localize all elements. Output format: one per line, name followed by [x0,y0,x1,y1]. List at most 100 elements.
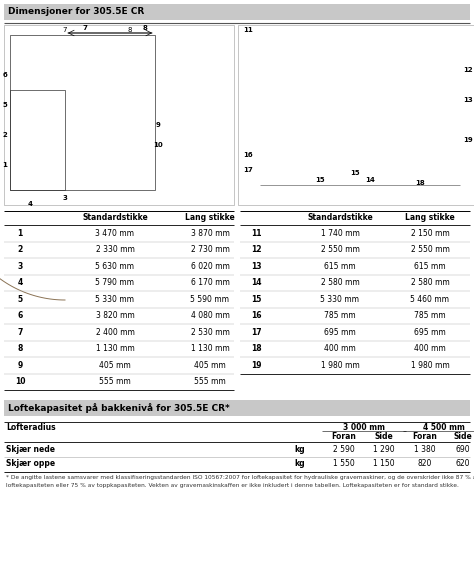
Text: 1 130 mm: 1 130 mm [96,344,134,353]
Text: 10: 10 [15,378,25,386]
Text: 15: 15 [350,170,360,176]
Text: 2 150 mm: 2 150 mm [410,229,449,238]
Text: 16: 16 [251,311,261,320]
Text: 1 150: 1 150 [373,460,395,469]
Text: 10: 10 [153,142,163,148]
Text: 14: 14 [365,177,375,183]
Text: 4 080 mm: 4 080 mm [191,311,229,320]
Text: 2 330 mm: 2 330 mm [96,245,135,254]
Text: 8: 8 [128,27,132,33]
Text: 6 020 mm: 6 020 mm [191,261,229,271]
Text: kg: kg [295,444,305,453]
Bar [4,400,470,416]
Text: 2 550 mm: 2 550 mm [320,245,359,254]
Text: Skjær nede: Skjær nede [6,444,55,453]
Text: 2: 2 [18,245,23,254]
Text: 690: 690 [456,444,470,453]
Text: 3 870 mm: 3 870 mm [191,229,229,238]
Bar [4,25,234,205]
Text: 5 330 mm: 5 330 mm [320,295,359,304]
Text: 5 630 mm: 5 630 mm [95,261,135,271]
Text: 13: 13 [251,261,261,271]
Text: Lang stikke: Lang stikke [405,213,455,222]
Text: 5 790 mm: 5 790 mm [95,278,135,288]
Text: 4: 4 [18,278,23,288]
Text: 13: 13 [463,97,473,103]
Bar [10,35,155,190]
Text: 615 mm: 615 mm [324,261,356,271]
Text: 820: 820 [418,460,432,469]
Text: 18: 18 [415,180,425,186]
Text: * De angitte lastene samsvarer med klassifiseringsstandarden ISO 10567:2007 for : * De angitte lastene samsvarer med klass… [6,475,474,481]
Text: 5 330 mm: 5 330 mm [95,295,135,304]
Text: 555 mm: 555 mm [99,378,131,386]
Text: 3: 3 [18,261,23,271]
Text: 2 580 mm: 2 580 mm [410,278,449,288]
Text: Foran: Foran [412,432,438,441]
Text: 785 mm: 785 mm [324,311,356,320]
Text: 695 mm: 695 mm [324,328,356,337]
Text: 17: 17 [243,167,253,173]
Text: 400 mm: 400 mm [324,344,356,353]
Text: 7: 7 [82,25,87,31]
Text: 19: 19 [463,137,473,143]
Text: 620: 620 [456,460,470,469]
Text: 5: 5 [18,295,23,304]
Text: Loftekapasitet på bakkenivå for 305.5E CR*: Loftekapasitet på bakkenivå for 305.5E C… [8,403,230,413]
Text: Skjær oppe: Skjær oppe [6,460,55,469]
Text: 5 460 mm: 5 460 mm [410,295,449,304]
Text: 6: 6 [18,311,23,320]
Text: Foran: Foran [331,432,356,441]
Text: 7: 7 [18,328,23,337]
Text: loftekapasiteten eller 75 % av toppkapasiteten. Vekten av gravemaskinskaffen er : loftekapasiteten eller 75 % av toppkapas… [6,482,459,487]
Bar [4,4,470,20]
Text: 3 000 mm: 3 000 mm [343,423,385,432]
Text: 9: 9 [18,361,23,370]
Text: 400 mm: 400 mm [414,344,446,353]
Text: 9: 9 [155,122,160,128]
Text: 1 550: 1 550 [333,460,355,469]
Text: Side: Side [454,432,473,441]
Text: 19: 19 [251,361,261,370]
Text: 3: 3 [63,195,67,201]
Text: 1 980 mm: 1 980 mm [320,361,359,370]
Text: 1 740 mm: 1 740 mm [320,229,359,238]
Text: 7: 7 [63,27,67,33]
Text: 15: 15 [315,177,325,183]
Text: 15: 15 [251,295,261,304]
Text: 12: 12 [251,245,261,254]
Text: 555 mm: 555 mm [194,378,226,386]
Text: 12: 12 [463,67,473,73]
Text: 1: 1 [18,229,23,238]
Text: 2 530 mm: 2 530 mm [191,328,229,337]
Text: Standardstikke: Standardstikke [82,213,148,222]
Text: 1 130 mm: 1 130 mm [191,344,229,353]
Text: Standardstikke: Standardstikke [307,213,373,222]
Text: 1: 1 [2,162,8,168]
Text: 18: 18 [251,344,261,353]
Text: 11: 11 [243,27,253,33]
Text: Side: Side [374,432,393,441]
Text: 2 580 mm: 2 580 mm [320,278,359,288]
Text: 785 mm: 785 mm [414,311,446,320]
Text: 6 170 mm: 6 170 mm [191,278,229,288]
Text: 1 290: 1 290 [373,444,395,453]
Text: 2 550 mm: 2 550 mm [410,245,449,254]
Text: 1 380: 1 380 [414,444,436,453]
Text: 11: 11 [251,229,261,238]
Text: Lang stikke: Lang stikke [185,213,235,222]
Text: 2 730 mm: 2 730 mm [191,245,229,254]
Bar [238,25,474,205]
Text: Lofteradius: Lofteradius [6,423,55,432]
Text: 2 590: 2 590 [333,444,355,453]
Text: 4 500 mm: 4 500 mm [423,423,465,432]
Text: 4: 4 [27,201,33,207]
Text: Dimensjoner for 305.5E CR: Dimensjoner for 305.5E CR [8,7,144,16]
Text: 16: 16 [243,152,253,158]
Text: 405 mm: 405 mm [99,361,131,370]
Text: 2: 2 [3,132,8,138]
Text: 405 mm: 405 mm [194,361,226,370]
Text: 8: 8 [143,25,147,31]
Text: 3 470 mm: 3 470 mm [95,229,135,238]
Text: 14: 14 [251,278,261,288]
